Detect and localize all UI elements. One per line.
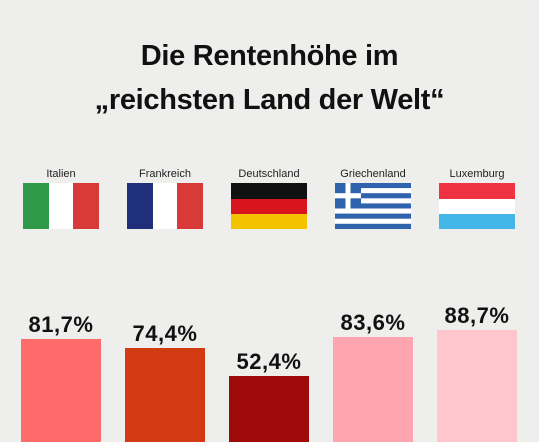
country-label-frankreich: Frankreich: [139, 168, 191, 180]
column-italien: Italien 81,7%: [21, 0, 101, 442]
country-label-deutschland: Deutschland: [238, 168, 300, 180]
bar-value-label: 83,6%: [340, 310, 406, 335]
bar-value-label: 52,4%: [236, 349, 302, 374]
italy-flag-icon: [23, 183, 99, 229]
bar-frankreich: [125, 348, 205, 442]
chart-title-line-2: „reichsten Land der Welt“: [94, 84, 445, 116]
luxembourg-flag-icon: [439, 183, 515, 229]
country-label-luxemburg: Luxemburg: [449, 168, 505, 180]
france-flag-icon: [127, 183, 203, 229]
bar-griechenland: [333, 337, 413, 442]
chart-title-line-1: Die Rentenhöhe im: [140, 40, 399, 72]
bar-value-label: 74,4%: [132, 321, 198, 346]
column-luxemburg: Luxemburg 88,7%: [437, 0, 517, 442]
bar-luxemburg: [437, 330, 517, 442]
country-label-griechenland: Griechenland: [340, 168, 406, 180]
bar-italien: [21, 339, 101, 442]
greece-flag-icon: [335, 183, 411, 229]
column-frankreich: Frankreich 74,4%: [125, 0, 205, 442]
column-griechenland: Griechenland 83,6%: [333, 0, 413, 442]
column-deutschland: Deutschland 52,4%: [229, 0, 309, 442]
chart-title: Die Rentenhöhe im „reichsten Land der We…: [0, 34, 539, 122]
bar-value-label: 81,7%: [28, 312, 94, 337]
country-label-italien: Italien: [46, 168, 76, 180]
bar-value-label: 88,7%: [444, 303, 510, 328]
germany-flag-icon: [231, 183, 307, 229]
bar-deutschland: [229, 376, 309, 442]
